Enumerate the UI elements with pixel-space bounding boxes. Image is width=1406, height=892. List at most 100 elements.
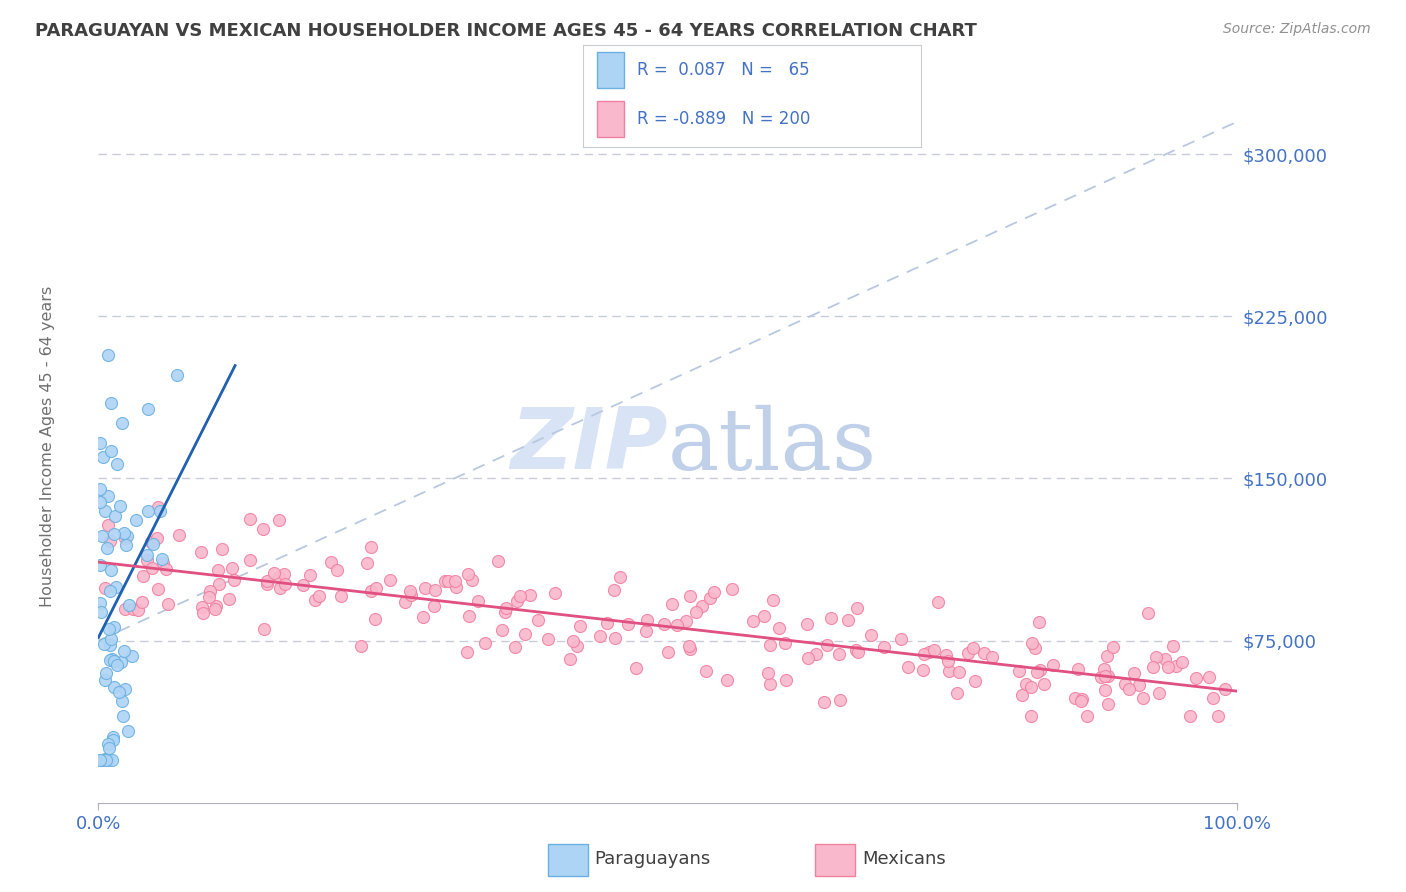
Point <box>603 582 626 597</box>
Point <box>100 443 122 458</box>
Point <box>104 508 127 523</box>
Point <box>1011 688 1033 702</box>
Point <box>1180 709 1202 723</box>
Point <box>97 737 120 751</box>
Point <box>1094 668 1116 682</box>
Point <box>114 681 136 696</box>
Point <box>657 645 679 659</box>
Text: R =  0.087   N =   65: R = 0.087 N = 65 <box>637 61 810 78</box>
Point <box>94 673 117 688</box>
FancyBboxPatch shape <box>598 101 624 137</box>
Point <box>443 574 465 588</box>
Point <box>91 450 114 464</box>
Text: PARAGUAYAN VS MEXICAN HOUSEHOLDER INCOME AGES 45 - 64 YEARS CORRELATION CHART: PARAGUAYAN VS MEXICAN HOUSEHOLDER INCOME… <box>35 22 977 40</box>
Point <box>191 606 214 620</box>
Point <box>103 655 125 669</box>
Point <box>474 636 496 650</box>
Point <box>1213 682 1236 697</box>
Point <box>100 563 122 577</box>
Point <box>111 417 134 431</box>
Point <box>537 632 560 646</box>
Point <box>117 724 139 739</box>
Point <box>90 605 112 619</box>
Point <box>142 537 165 551</box>
Point <box>239 512 262 526</box>
Point <box>981 649 1004 664</box>
Point <box>1164 659 1187 673</box>
Point <box>567 639 589 653</box>
Point <box>716 673 738 688</box>
Point <box>827 647 849 661</box>
Point <box>114 644 136 658</box>
Point <box>100 632 122 646</box>
Text: R = -0.889   N = 200: R = -0.889 N = 200 <box>637 110 811 128</box>
Point <box>494 605 516 619</box>
Point <box>366 581 388 595</box>
Point <box>291 578 314 592</box>
Point <box>98 584 121 599</box>
Point <box>155 562 177 576</box>
FancyBboxPatch shape <box>598 52 624 87</box>
Point <box>1206 709 1229 723</box>
Point <box>136 548 159 562</box>
Point <box>413 581 436 595</box>
Point <box>703 585 725 599</box>
Point <box>364 612 387 626</box>
Point <box>93 636 115 650</box>
Point <box>110 500 132 514</box>
Point <box>94 666 117 681</box>
Point <box>495 600 517 615</box>
Point <box>675 614 697 628</box>
Point <box>936 654 959 668</box>
Point <box>146 500 169 514</box>
Point <box>948 665 970 679</box>
Point <box>269 582 291 596</box>
Point <box>103 526 125 541</box>
Point <box>437 574 460 588</box>
Point <box>935 648 957 663</box>
Point <box>759 638 782 652</box>
Point <box>141 561 163 575</box>
Point <box>756 665 779 680</box>
Point <box>685 605 707 619</box>
Point <box>166 368 188 382</box>
Point <box>100 753 122 767</box>
Point <box>775 673 797 687</box>
Point <box>267 570 290 584</box>
Point <box>1202 691 1225 706</box>
Point <box>108 684 131 698</box>
Point <box>837 613 859 627</box>
Point <box>1094 683 1116 698</box>
Point <box>609 570 631 584</box>
Point <box>679 641 702 656</box>
Point <box>661 597 683 611</box>
Point <box>505 593 527 607</box>
Point <box>1033 677 1056 691</box>
Point <box>89 753 111 767</box>
Point <box>890 632 912 646</box>
Text: Mexicans: Mexicans <box>862 849 946 868</box>
Point <box>457 567 479 582</box>
Point <box>1132 690 1154 705</box>
Point <box>308 589 330 603</box>
Point <box>112 525 135 540</box>
Point <box>519 588 541 602</box>
Point <box>1076 709 1098 723</box>
Point <box>509 589 531 603</box>
Point <box>131 595 153 609</box>
Point <box>190 545 212 559</box>
Point <box>796 616 818 631</box>
Point <box>456 645 478 659</box>
Point <box>1123 665 1146 680</box>
Point <box>89 495 111 509</box>
Point <box>149 504 172 518</box>
Point <box>922 643 945 657</box>
Point <box>98 638 121 652</box>
Point <box>121 649 143 664</box>
Point <box>125 513 148 527</box>
Point <box>94 581 117 595</box>
Point <box>1161 640 1184 654</box>
Point <box>1142 659 1164 673</box>
Point <box>132 569 155 583</box>
Point <box>146 582 169 596</box>
